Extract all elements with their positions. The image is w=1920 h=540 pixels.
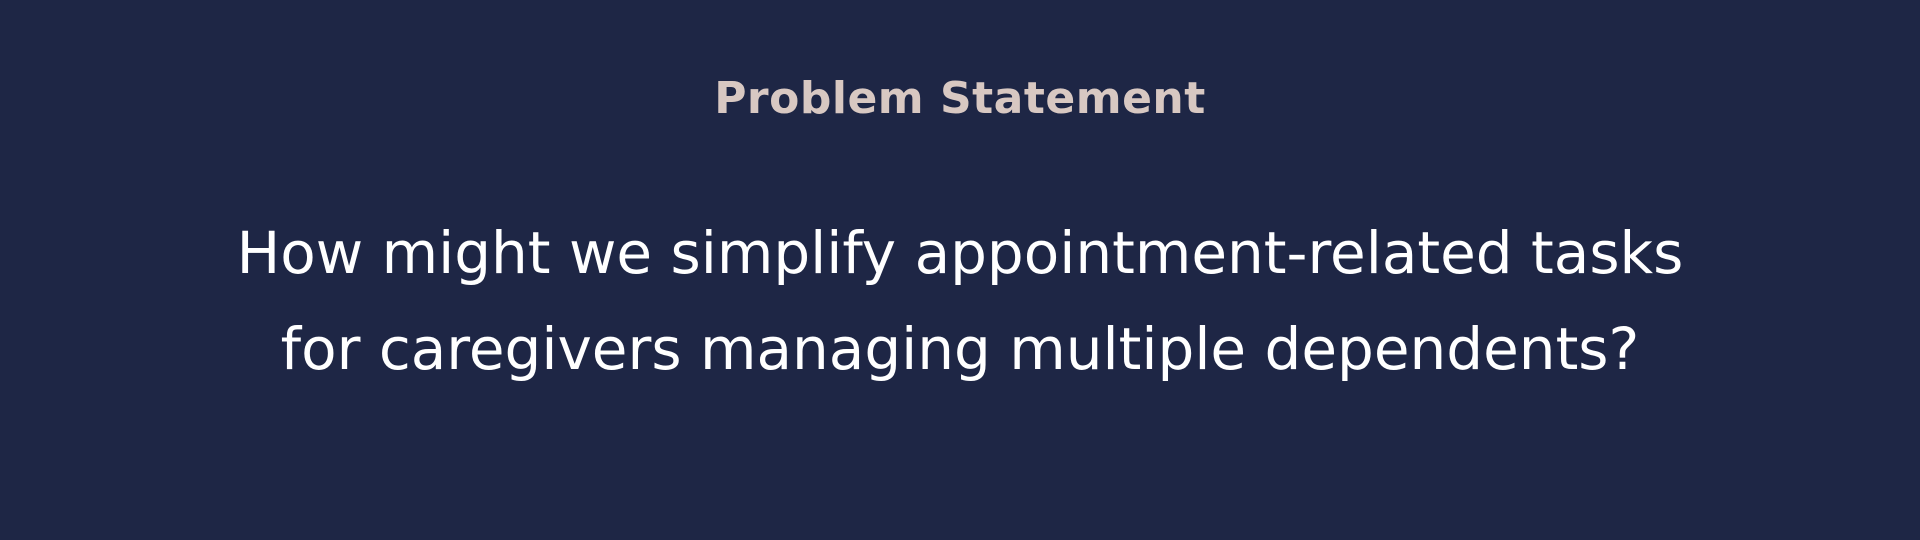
section-heading: Problem Statement bbox=[714, 73, 1206, 124]
problem-statement: How might we simplify appointment-relate… bbox=[160, 205, 1760, 397]
statement-line-1: How might we simplify appointment-relate… bbox=[236, 219, 1684, 287]
statement-line-2: for caregivers managing multiple depende… bbox=[280, 315, 1640, 383]
